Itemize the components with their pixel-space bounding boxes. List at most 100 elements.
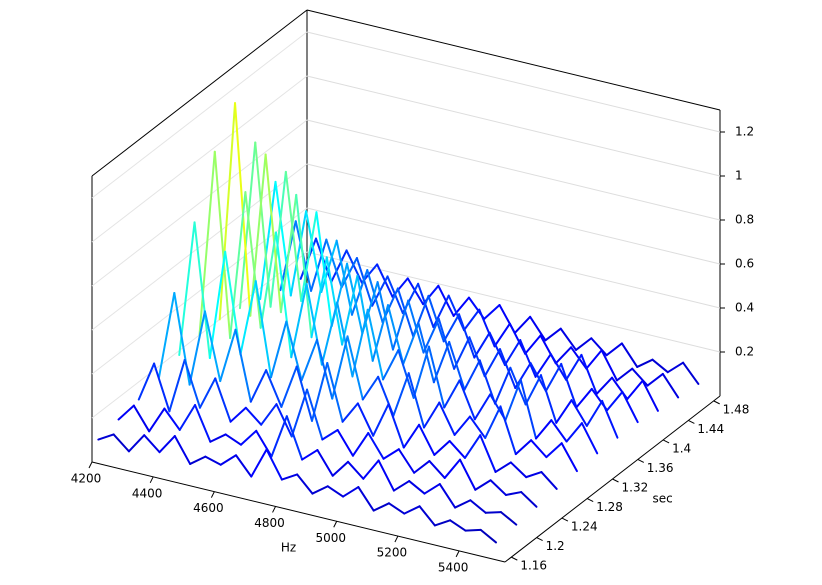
- spectrum-segment: [259, 180, 277, 301]
- spectrum-segment: [361, 375, 380, 401]
- spectrum-segment: [600, 349, 618, 382]
- spectrum-segment: [575, 337, 593, 351]
- spectrum-segment: [544, 362, 563, 393]
- spectrum-segment: [315, 338, 334, 400]
- spectrum-segment: [295, 193, 313, 339]
- spectrum-segment: [513, 315, 532, 334]
- spectrum-segment: [244, 406, 263, 426]
- spectrum-segment: [590, 337, 608, 357]
- spectrum-segment: [474, 479, 492, 491]
- spectrum-segment: [402, 423, 421, 449]
- spectrum-segment: [239, 280, 257, 356]
- spectrum-segment: [508, 322, 527, 355]
- spectrum-segment: [580, 353, 598, 395]
- z-tick-label: 1.2: [735, 125, 754, 139]
- spectrum-segment: [310, 238, 328, 292]
- spectrum-segment: [626, 379, 644, 401]
- spectrum-segment: [559, 327, 578, 351]
- spectrum-segment: [438, 401, 456, 436]
- grid-line: [306, 163, 721, 265]
- spectrum-segment: [168, 358, 186, 413]
- tick-mark: [149, 476, 154, 484]
- spectrum-segment: [218, 102, 237, 321]
- spectrum-segment: [488, 331, 506, 366]
- tick-mark: [394, 535, 399, 543]
- spectrum-segment: [295, 365, 313, 422]
- spectrum-segment: [183, 358, 201, 409]
- spectrum-segment: [468, 415, 487, 439]
- spectrum-segment: [473, 393, 492, 421]
- tick-mark: [511, 556, 518, 561]
- spectrum-segment: [407, 299, 425, 354]
- x-tick-label: 4400: [132, 486, 163, 500]
- spectrum-segment: [346, 262, 364, 335]
- spectrum-segment: [275, 403, 293, 438]
- grid-line: [306, 207, 721, 309]
- spectrum-segment: [560, 362, 578, 409]
- spectrum-segment: [494, 366, 512, 405]
- spectrum-segment: [555, 399, 573, 424]
- y-tick-label: 1.2: [546, 539, 565, 553]
- spectrum-segment: [382, 349, 400, 381]
- spectrum-segment: [504, 378, 522, 422]
- spectrum-segment: [345, 249, 363, 284]
- spectrum-segment: [438, 483, 457, 509]
- z-tick-label: 0.4: [735, 301, 754, 315]
- spectrum-segment: [453, 415, 471, 436]
- spectrum-segment: [213, 150, 232, 340]
- grid-line: [91, 75, 308, 243]
- spectrum-segment: [443, 379, 461, 409]
- spectrum-segment: [326, 361, 344, 423]
- spectrum-segment: [621, 390, 639, 424]
- x-tick-label: 4200: [71, 472, 102, 486]
- spectrum-segment: [646, 372, 664, 387]
- tick-mark: [637, 459, 645, 463]
- x-tick-label: 5200: [377, 546, 408, 560]
- spectrum-segment: [132, 404, 151, 433]
- spectrum-segment: [214, 377, 232, 423]
- spectrum-segment: [290, 388, 309, 438]
- spectrum-segment: [605, 342, 623, 357]
- spectrum-segment: [249, 369, 268, 403]
- spectrum-segment: [254, 280, 273, 379]
- y-tick-label: 1.4: [672, 441, 691, 455]
- grid-line: [306, 31, 721, 133]
- spectrum-segment: [520, 491, 538, 508]
- spectrum-segment: [433, 519, 452, 527]
- spectrum-segment: [397, 448, 416, 474]
- spectrum-segment: [462, 308, 481, 332]
- tick-mark: [536, 537, 543, 542]
- spectrum-segment: [342, 486, 360, 498]
- spectrum-segment: [529, 362, 547, 393]
- spectrum-segment: [290, 282, 308, 359]
- spectrum-segment: [341, 402, 359, 423]
- spectrum-segment: [529, 315, 547, 342]
- spectrum-segment: [198, 377, 217, 409]
- y-axis-label: sec: [653, 492, 673, 506]
- tick-mark: [662, 439, 670, 444]
- spectrum-segment: [631, 367, 649, 387]
- spectrum-segment: [449, 519, 467, 532]
- spectrum-segment: [224, 433, 242, 446]
- z-tick-label: 1: [735, 169, 743, 183]
- spectrum-segment: [403, 505, 421, 515]
- spectrum-segment: [519, 339, 537, 378]
- spectrum-segment: [346, 335, 364, 401]
- spectrum-segment: [433, 440, 451, 456]
- spectrum-segment: [407, 372, 426, 429]
- spectrum-segment: [565, 353, 583, 381]
- spectrum-segment: [316, 449, 334, 477]
- spectrum-segment: [325, 256, 344, 346]
- spectrum-segment: [305, 210, 323, 293]
- spectrum-segment: [300, 211, 318, 302]
- spectrum-segment: [535, 419, 553, 440]
- spectrum-segment: [503, 339, 522, 366]
- spectrum-segment: [289, 210, 308, 297]
- spectrum-segment: [545, 442, 563, 459]
- z-tick-label: 0.8: [735, 213, 754, 227]
- spectrum-segment: [601, 399, 619, 439]
- spectrum-segment: [585, 349, 603, 370]
- spectrum-segment: [530, 439, 548, 459]
- z-tick-label: 0.2: [735, 345, 754, 359]
- spectrum-segment: [540, 471, 558, 490]
